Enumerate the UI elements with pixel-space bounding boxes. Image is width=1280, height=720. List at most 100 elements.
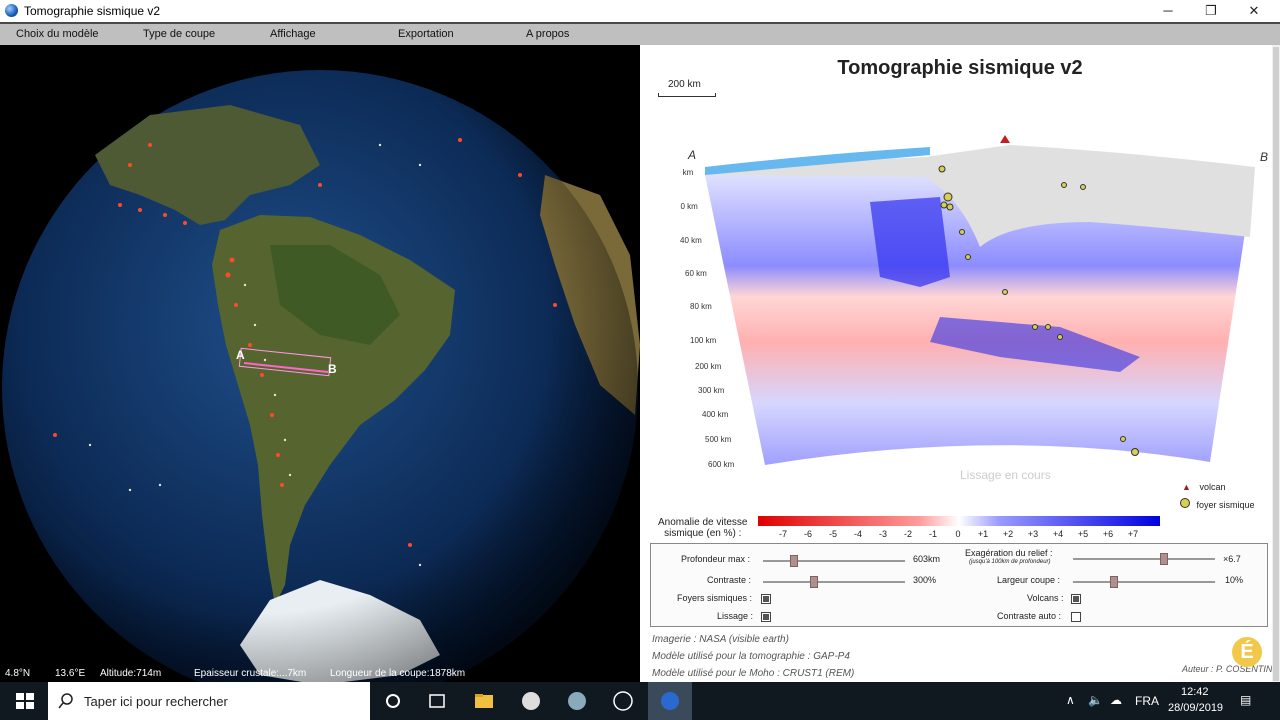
crust-layer <box>705 145 1255 247</box>
depth-max-slider[interactable] <box>763 560 905 562</box>
legend-quake: foyer sismique <box>1180 498 1255 510</box>
depth-label: 20 km <box>680 202 698 211</box>
crust-thickness: Epaisseur crustale:...7km <box>194 668 307 679</box>
search-placeholder: Taper ici pour rechercher <box>84 694 228 709</box>
relief-slider[interactable] <box>1073 558 1215 560</box>
section-band <box>238 347 332 377</box>
volcano-marker <box>1000 135 1010 143</box>
colorbar-title: Anomalie de vitesse sismique (en %) : <box>658 517 748 539</box>
tray-chevron-icon[interactable]: ∧ <box>1066 693 1075 707</box>
deep-anomaly <box>930 317 1140 372</box>
depth-label: 60 km <box>685 269 707 278</box>
panel-scrollbar[interactable] <box>1272 45 1280 685</box>
legend-volcano-label: volcan <box>1199 482 1226 492</box>
colorbar <box>758 516 1160 526</box>
colorbar-tick: -3 <box>878 529 888 539</box>
quakes-label: Foyers sismiques : <box>677 593 753 603</box>
contrast-thumb[interactable] <box>810 576 818 588</box>
app-icon-1[interactable] <box>520 690 542 712</box>
scrollbar-thumb[interactable] <box>1273 47 1279 681</box>
maximize-button[interactable]: ❐ <box>1205 3 1217 18</box>
taskbar: Taper ici pour rechercher ∧ 🔈 ☁ FRA 12:4… <box>0 682 1280 720</box>
depth-label: 500 km <box>705 435 732 444</box>
earth-globe[interactable]: A B <box>0 45 640 685</box>
menu-export[interactable]: Exportation <box>398 28 454 40</box>
small-quake-dots <box>88 143 422 567</box>
credit-imagery: Imagerie : NASA (visible earth) <box>652 634 789 645</box>
depth-axis: 0 km 20 km 40 km 60 km 80 km 100 km 200 … <box>680 168 735 469</box>
section-length: Longueur de la coupe:1878km <box>330 668 466 679</box>
contrast-slider[interactable] <box>763 581 905 583</box>
colorbar-tick: 0 <box>955 529 961 539</box>
slab-anomaly <box>870 197 950 287</box>
colorbar-tick: +4 <box>1052 529 1064 539</box>
credits: Imagerie : NASA (visible earth) Modèle u… <box>652 631 854 682</box>
clock-time[interactable]: 12:42 <box>1181 686 1209 698</box>
depth-label: 200 km <box>695 362 722 371</box>
menu-model[interactable]: Choix du modèle <box>16 28 99 40</box>
contrast-value: 300% <box>913 575 937 585</box>
language-indicator[interactable]: FRA <box>1135 694 1159 708</box>
colorbar-tick: +6 <box>1102 529 1114 539</box>
colorbar-tick: -5 <box>828 529 838 539</box>
notification-icon[interactable]: ▤ <box>1240 693 1252 707</box>
depth-label: 300 km <box>698 386 725 395</box>
globe-label-a: A <box>236 348 245 362</box>
colorbar-tick: +5 <box>1077 529 1089 539</box>
colorbar-tick: -4 <box>853 529 863 539</box>
relief-thumb[interactable] <box>1160 553 1168 565</box>
altitude: Altitude:714m <box>100 668 162 679</box>
autocontrast-checkbox[interactable] <box>1071 612 1081 622</box>
colorbar-tick: -1 <box>928 529 938 539</box>
autocontrast-label: Contraste auto : <box>997 611 1062 621</box>
file-explorer-icon[interactable] <box>473 690 495 712</box>
depth-max-thumb[interactable] <box>790 555 798 567</box>
smoothing-overlay: Lissage en cours <box>960 468 1051 482</box>
latitude: 4.8°N <box>5 668 31 679</box>
window-title: Tomographie sismique v2 <box>24 4 161 18</box>
globe-label-b: B <box>328 362 337 376</box>
longitude: 13.6°E <box>55 668 86 679</box>
menu-about[interactable]: A propos <box>526 28 570 40</box>
app-globe-icon <box>5 4 18 17</box>
clock-date[interactable]: 28/09/2019 <box>1168 702 1224 714</box>
section-width-slider[interactable] <box>1073 581 1215 583</box>
section-body <box>705 158 1255 465</box>
network-icon[interactable]: ☁ <box>1110 693 1122 707</box>
depth-label: 600 km <box>708 460 735 469</box>
quake-foci <box>938 165 1139 456</box>
controls-panel: Profondeur max : 603km Contraste : 300% … <box>650 543 1268 627</box>
section-line[interactable] <box>243 362 329 373</box>
globe-view[interactable]: A B <box>0 45 640 685</box>
close-button[interactable]: ✕ <box>1248 3 1260 18</box>
volcano-legend-icon: ▲ <box>1182 482 1191 492</box>
section-width-thumb[interactable] <box>1110 576 1118 588</box>
minimize-button[interactable]: ─ <box>1163 3 1173 18</box>
menu-bar: Choix du modèle Type de coupe Affichage … <box>0 22 1280 45</box>
tomography-app-icon <box>661 692 679 710</box>
depth-label: 80 km <box>690 302 712 311</box>
smoothing-checkbox[interactable] <box>761 612 771 622</box>
depth-label: 100 km <box>690 336 717 345</box>
app-icon-2[interactable] <box>566 690 588 712</box>
scale-bar <box>658 93 716 97</box>
section-point-b: B <box>1260 150 1268 164</box>
relief-label: Exagération du relief : <box>965 548 1053 558</box>
colorbar-title-line1: Anomalie de vitesse <box>658 517 748 528</box>
active-app-tab[interactable] <box>648 682 692 720</box>
colorbar-tick: -6 <box>803 529 813 539</box>
app-icon-3[interactable] <box>612 690 634 712</box>
windows-start-icon[interactable] <box>14 690 36 712</box>
volume-icon[interactable]: 🔈 <box>1088 693 1103 707</box>
taskbar-search[interactable]: Taper ici pour rechercher <box>48 682 370 720</box>
depth-label: 400 km <box>702 410 729 419</box>
menu-display[interactable]: Affichage <box>270 28 316 40</box>
volcanoes-checkbox[interactable] <box>1071 594 1081 604</box>
ocean-layer <box>705 147 930 175</box>
task-view-icon[interactable] <box>426 690 448 712</box>
colorbar-tick: -2 <box>903 529 913 539</box>
menu-section-type[interactable]: Type de coupe <box>143 28 216 40</box>
quakes-checkbox[interactable] <box>761 594 771 604</box>
cortana-icon[interactable] <box>382 690 404 712</box>
colorbar-title-line2: sismique (en %) : <box>664 528 742 539</box>
